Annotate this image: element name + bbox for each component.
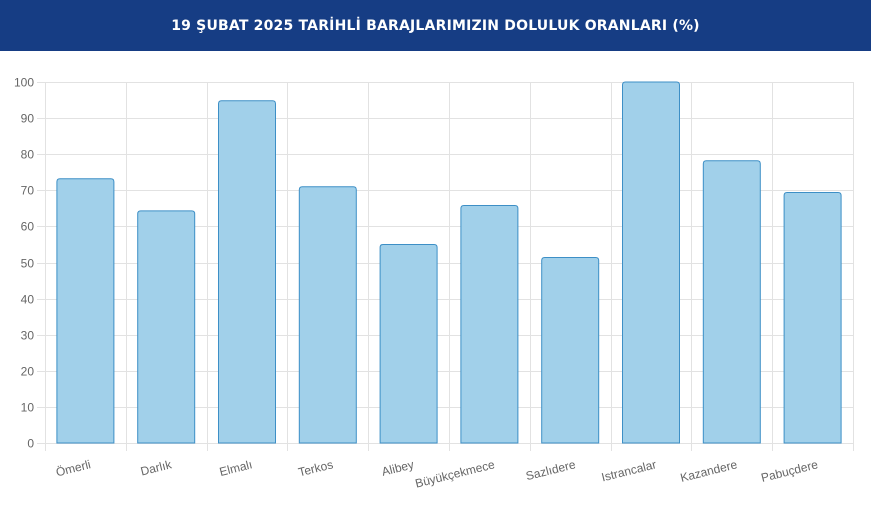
x-tick-label: Sazlıdere xyxy=(524,457,577,483)
bar[interactable] xyxy=(783,191,842,444)
chart-header: 19 ŞUBAT 2025 TARİHLİ BARAJLARIMIZIN DOL… xyxy=(0,0,871,51)
bar[interactable] xyxy=(379,243,438,444)
chart-area: 0 10 20 30 40 50 60 70 80 90 100 Ömerli Darlık Elmal… xyxy=(0,51,871,518)
x-axis: Ömerli Darlık Elmalı Terkos AlibeyBüyükçekme… xyxy=(54,457,819,491)
x-tick-label: Büyükçekmece xyxy=(414,457,497,490)
y-tick-label: 50 xyxy=(21,257,35,271)
y-tick-label: 90 xyxy=(21,112,35,126)
x-tick-label: Ömerli xyxy=(54,457,92,479)
bar[interactable] xyxy=(298,186,357,444)
y-tick-label: 30 xyxy=(21,329,35,343)
x-tick-label: Istrancalar xyxy=(600,457,658,484)
x-tick-label: Elmalı xyxy=(218,457,254,479)
y-tick-label: 60 xyxy=(21,220,35,234)
y-tick-label: 10 xyxy=(21,401,35,415)
y-tick-label: 70 xyxy=(21,184,35,198)
x-tick-label: Terkos xyxy=(297,457,335,479)
bar[interactable] xyxy=(541,256,600,444)
bar[interactable] xyxy=(460,204,519,444)
y-tick-label: 100 xyxy=(14,76,34,90)
bar[interactable] xyxy=(56,178,115,444)
x-tick-label: Pabuçdere xyxy=(760,457,820,485)
chart-title: 19 ŞUBAT 2025 TARİHLİ BARAJLARIMIZIN DOL… xyxy=(171,17,700,34)
x-tick-label: Alibey xyxy=(380,457,415,478)
y-tick-label: 40 xyxy=(21,293,35,307)
bars-layer xyxy=(56,81,842,444)
y-axis: 0 10 20 30 40 50 60 70 80 90 100 xyxy=(14,76,34,451)
y-tick-label: 20 xyxy=(21,365,35,379)
y-tick-label: 0 xyxy=(27,437,34,451)
bar[interactable] xyxy=(137,210,196,444)
bar[interactable] xyxy=(622,81,680,444)
x-tick-label: Kazandere xyxy=(679,457,739,485)
x-tick-label: Darlık xyxy=(139,457,174,478)
bar[interactable] xyxy=(218,100,276,444)
bar-chart: 0 10 20 30 40 50 60 70 80 90 100 Ömerli Darlık Elmal… xyxy=(14,76,854,491)
y-tick-label: 80 xyxy=(21,148,35,162)
bar[interactable] xyxy=(702,160,761,444)
